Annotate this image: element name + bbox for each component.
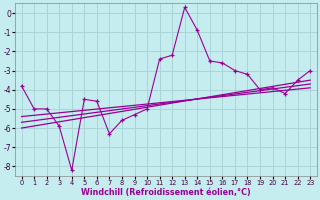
- X-axis label: Windchill (Refroidissement éolien,°C): Windchill (Refroidissement éolien,°C): [81, 188, 251, 197]
